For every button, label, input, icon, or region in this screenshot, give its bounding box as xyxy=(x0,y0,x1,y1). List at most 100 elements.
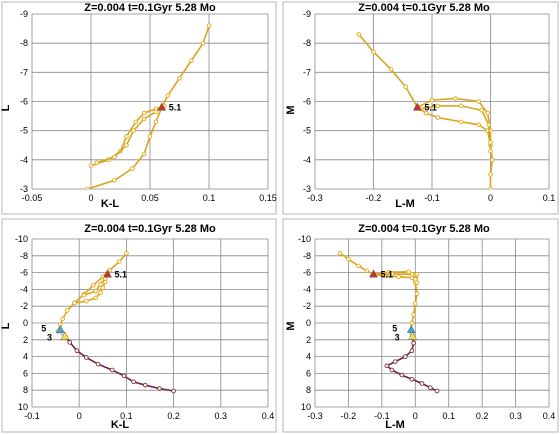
x-tick-label: 0 xyxy=(88,193,93,203)
y-tick-label: 6 xyxy=(306,368,311,378)
data-point xyxy=(412,301,418,306)
marker-label: 5 xyxy=(41,324,46,334)
y-tick-label: 4 xyxy=(23,352,28,362)
x-axis-label: L-M xyxy=(385,419,405,431)
y-tick-label: -5 xyxy=(20,126,28,136)
data-point xyxy=(435,115,441,120)
data-point xyxy=(112,154,117,160)
data-point xyxy=(429,97,435,103)
x-tick-label: -0.2 xyxy=(341,411,357,421)
data-point xyxy=(147,134,153,139)
data-point xyxy=(434,388,440,394)
data-point xyxy=(95,361,101,367)
data-point xyxy=(91,282,96,288)
data-point xyxy=(488,186,493,189)
x-tick-label: 0.2 xyxy=(167,411,180,421)
x-tick-label: -0.2 xyxy=(366,193,382,203)
y-tick-label: 0 xyxy=(23,318,28,328)
x-tick-label: -0.05 xyxy=(22,193,43,203)
y-tick-label: -9 xyxy=(20,9,28,19)
series-path xyxy=(420,105,492,143)
data-point xyxy=(486,122,492,128)
data-point xyxy=(141,110,147,116)
data-point xyxy=(133,119,139,125)
x-tick-label: 0.15 xyxy=(259,193,277,203)
y-tick-label: -8 xyxy=(20,38,28,48)
x-tick-label: -0.3 xyxy=(307,411,323,421)
data-point xyxy=(100,285,106,291)
x-tick-label: 0.1 xyxy=(120,411,133,421)
data-point xyxy=(399,372,405,378)
data-point xyxy=(81,292,87,298)
x-tick-label: 0.2 xyxy=(476,411,489,421)
data-point xyxy=(476,122,482,128)
data-point xyxy=(131,128,136,133)
y-axis-label: L xyxy=(0,322,12,329)
data-point xyxy=(117,259,122,264)
marker-triangle xyxy=(406,324,416,333)
data-point xyxy=(142,382,148,388)
y-tick-label: 2 xyxy=(306,335,311,345)
data-point xyxy=(485,110,490,116)
data-point xyxy=(131,379,136,385)
marker-triangle xyxy=(157,102,167,111)
data-point xyxy=(124,134,129,139)
y-tick-label: -10 xyxy=(298,234,311,244)
data-point xyxy=(364,268,370,274)
y-tick-label: -2 xyxy=(303,301,311,311)
x-tick-label: 0.3 xyxy=(215,411,228,421)
data-point xyxy=(93,295,99,301)
marker-label: 5.1 xyxy=(169,102,182,112)
data-point xyxy=(414,271,420,277)
marker-triangle xyxy=(55,324,65,333)
data-point xyxy=(112,177,117,183)
series-path xyxy=(375,273,416,280)
series-line-3 xyxy=(417,103,493,145)
data-point xyxy=(189,58,194,63)
data-point xyxy=(419,381,425,386)
series-line-2 xyxy=(371,269,420,285)
data-point xyxy=(488,140,493,145)
y-tick-label: -4 xyxy=(20,284,28,294)
y-tick-label: 4 xyxy=(306,352,311,362)
data-point xyxy=(85,186,90,189)
series-path xyxy=(358,33,494,189)
data-point xyxy=(435,103,441,109)
data-point xyxy=(423,110,429,116)
y-tick-label: -6 xyxy=(20,97,28,107)
data-point xyxy=(98,290,103,296)
marker-label: 5.1 xyxy=(424,102,437,112)
x-tick-label: 0.4 xyxy=(543,411,556,421)
panel-frame xyxy=(1,218,277,433)
marker-label: 5 xyxy=(392,324,397,334)
y-tick-label: -7 xyxy=(303,67,311,77)
y-tick-label: -2 xyxy=(20,301,28,311)
x-tick-label: 0.05 xyxy=(141,193,159,203)
x-tick-label: 0.4 xyxy=(262,411,275,421)
data-point xyxy=(88,163,94,168)
chart-title: Z=0.004 t=0.1Gyr 5.28 Mo xyxy=(358,2,490,14)
data-point xyxy=(356,263,361,269)
data-point xyxy=(371,49,376,55)
data-point xyxy=(403,84,408,90)
y-tick-label: -8 xyxy=(303,38,311,48)
data-point xyxy=(411,340,416,346)
data-point xyxy=(346,256,351,262)
y-tick-label: -6 xyxy=(303,97,311,107)
data-point xyxy=(83,355,89,360)
data-point xyxy=(107,267,113,273)
marker-label: 3 xyxy=(395,332,400,342)
chart-panel-3: -0.1 0 0.1 0.2 0.3 0.4 -10 -8 -6 -4 -2 0 2 4 6 8 10 Z=0.0… xyxy=(0,218,277,433)
y-tick-label: 10 xyxy=(301,402,311,412)
marker-label: 3 xyxy=(47,332,52,342)
data-point xyxy=(409,320,415,326)
data-point xyxy=(94,160,100,166)
data-point xyxy=(414,291,420,296)
data-point xyxy=(409,348,415,354)
chart-panel-2: -0.3 -0.2 -0.1 0 0.1 -3 -4 -5 -6 -7 -8 -9 Z=0.004 t=… xyxy=(282,1,559,215)
data-point xyxy=(83,298,89,304)
data-point xyxy=(74,348,80,354)
chart-title: Z=0.004 t=0.1Gyr 5.28 Mo xyxy=(84,223,216,235)
data-point xyxy=(165,93,171,98)
